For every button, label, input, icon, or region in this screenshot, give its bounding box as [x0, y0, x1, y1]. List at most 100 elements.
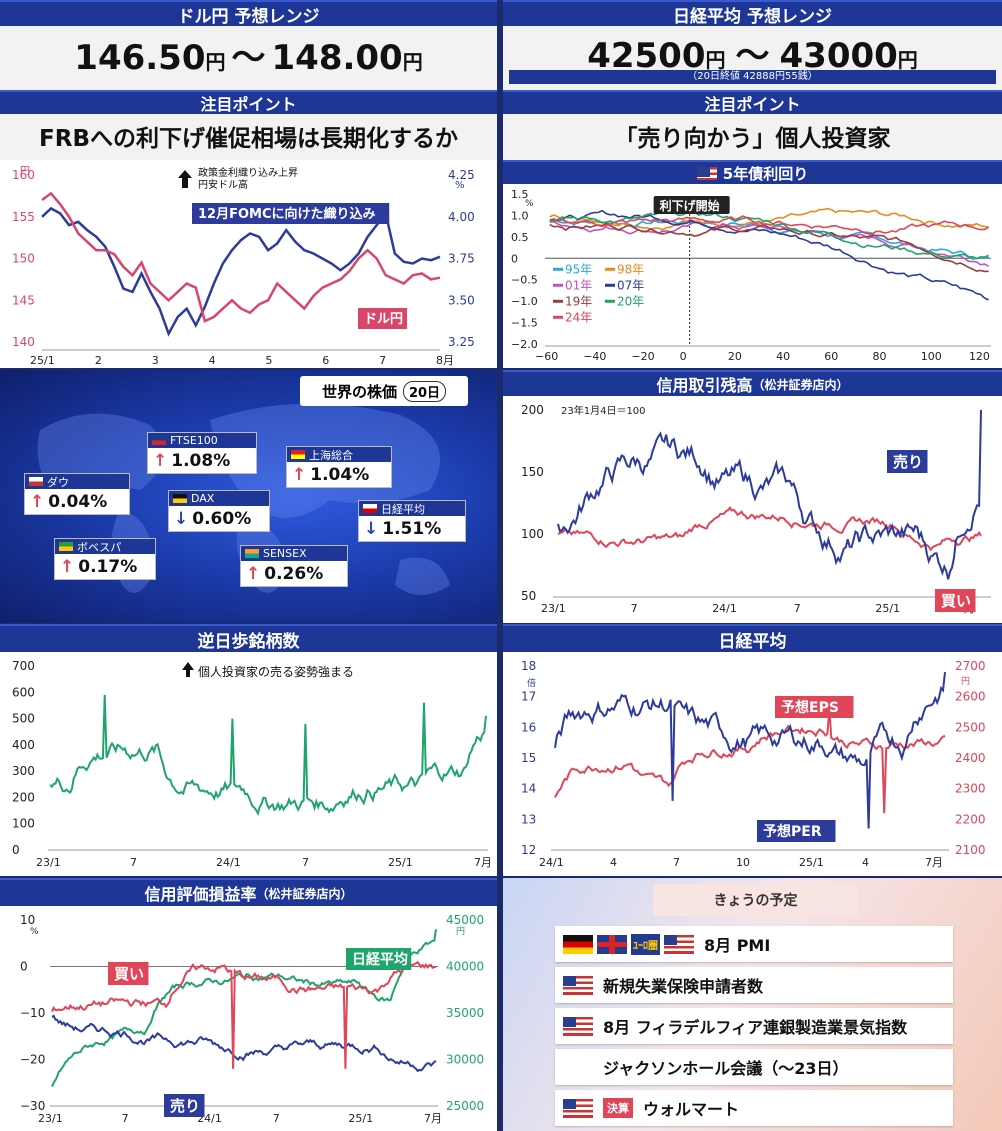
x-tick-label: 7月 — [424, 1112, 442, 1125]
country-flag-icon — [152, 436, 166, 445]
schedule-item-philly: 8月 フィラデルフィア連銀製造業景気指数 — [555, 1008, 953, 1044]
x-tick-label: 7 — [130, 856, 137, 869]
y-tick-label: 600 — [12, 685, 35, 699]
fomc-label-box — [192, 203, 390, 224]
x-tick-label: 23/1 — [36, 856, 61, 869]
stock-index-name: SENSEX — [263, 547, 307, 560]
usdjpy-point-bar: 注目ポイント — [0, 90, 497, 114]
nikkei-chart-panel: 日経平均 倍 円 18 17 16 15 14 13 12 2700 2600 2500 2400 230… — [503, 624, 1002, 876]
left-axis-unit: 倍 — [527, 677, 536, 689]
y-tick-label: 200 — [521, 403, 544, 417]
valuation-title-bar: 信用評価損益率 （松井証券店内） — [0, 878, 497, 906]
right-tick-label: 4.25 — [448, 168, 475, 182]
x-tick-label: 0 — [680, 350, 687, 363]
stock-card-日経平均: 日経平均 ↓ 1.51% — [358, 500, 466, 542]
advdec-line — [49, 694, 487, 816]
country-flag-icon — [245, 549, 259, 558]
us5y-chart: %1.5 1.0 0.5 0 −0.5 −1.0 −1.5 −2.0−60 −40 −20 0 20 4… — [511, 188, 991, 363]
stock-index-name: FTSE100 — [170, 434, 218, 447]
x-tick-label: −20 — [631, 350, 654, 363]
right-tick-label: 2300 — [955, 782, 986, 796]
us-flag-icon — [664, 934, 694, 954]
right-tick-label: 3.75 — [448, 252, 475, 266]
stock-card-value: ↑ 0.17% — [55, 554, 155, 579]
buy-label-box — [108, 962, 149, 985]
settle-badge: 決算 — [603, 1098, 633, 1118]
series-07年 — [549, 209, 989, 301]
usdjpy-label-box — [358, 308, 408, 329]
stock-change-value: 0.17% — [78, 556, 138, 577]
x-tick-label: 24/1 — [539, 856, 564, 869]
left-tick-label: 16 — [521, 720, 536, 734]
stock-card-header: 日経平均 — [359, 501, 465, 516]
left-axis-unit: 円 — [20, 166, 30, 177]
x-tick-label: 5 — [265, 354, 272, 367]
nikkei-label: 日経平均 — [352, 951, 408, 968]
x-tick-label: 40 — [776, 350, 790, 363]
x-tick-label: 7 — [379, 354, 386, 367]
stock-card-value: ↑ 1.04% — [287, 462, 391, 487]
stock-card-FTSE100: FTSE100 ↑ 1.08% — [147, 432, 257, 474]
stock-card-ダウ: ダウ ↑ 0.04% — [24, 473, 130, 515]
up-arrow-icon — [178, 170, 192, 188]
country-flag-icon — [59, 542, 73, 551]
stock-index-name: 上海総合 — [309, 448, 353, 462]
world-title: 世界の株価 20日 — [300, 376, 468, 406]
annotation-box — [653, 196, 730, 214]
right-tick-label: 40000 — [446, 960, 484, 974]
usdjpy-chart-panel: 円% 160 155 150 145 140 4.25 4.00 3.75 3.50 3.25 25/… — [0, 160, 497, 368]
country-flag-icon — [363, 504, 377, 513]
fomc-line — [41, 206, 441, 337]
arrow-down-icon: ↓ — [364, 518, 379, 539]
advdec-title-bar: 逆日歩銘柄数 — [0, 624, 497, 652]
x-tick-label: 7 — [273, 1112, 280, 1125]
buy-label: 買い — [114, 965, 144, 983]
legend-label: 19年 — [565, 294, 592, 308]
margin-chart-panel: 信用取引残高 （松井証券店内） 23年1月4日＝100 200 150 100 50 23/… — [503, 370, 1002, 623]
left-tick-label: 12 — [521, 843, 536, 857]
y-tick-label: 500 — [12, 712, 35, 726]
country-flag-icon — [291, 450, 305, 459]
y-tick-label: 1.5 — [511, 188, 529, 201]
x-tick-label: 7月 — [474, 856, 492, 869]
country-flag-icon — [29, 477, 43, 486]
x-tick-label: 4 — [610, 856, 617, 869]
x-tick-label: 100 — [921, 350, 942, 363]
schedule-item-jackson: ジャクソンホール会議（～23日） — [555, 1049, 953, 1085]
x-tick-label: 7 — [794, 602, 801, 615]
y-tick-label: 300 — [12, 764, 35, 778]
nikkei-range-title: 日経平均 予想レンジ — [503, 0, 1002, 27]
y-tick-label: 200 — [12, 790, 35, 804]
us-flag-icon — [563, 1016, 593, 1036]
right-tick-label: 3.25 — [448, 335, 475, 349]
y-tick-label: 700 — [12, 659, 35, 673]
x-tick-label: 25/1 — [388, 856, 413, 869]
y-tick-label: 50 — [521, 589, 536, 603]
right-tick-label: 2600 — [955, 690, 986, 704]
y-tick-label: −1.5 — [511, 317, 538, 330]
x-tick-label: 23/1 — [541, 602, 566, 615]
y-tick-label: 1.0 — [511, 209, 529, 222]
usdjpy-point-text: FRBへの利下げ催促相場は長期化するか — [39, 126, 458, 152]
sell-line — [51, 1014, 437, 1073]
eps-label-box — [775, 696, 854, 718]
y-unit: % — [525, 199, 534, 209]
x-tick-label: 25/1 — [875, 602, 900, 615]
series-19年 — [549, 222, 989, 273]
nikkei-label-box — [346, 948, 412, 970]
x-tick-label: 7 — [631, 602, 638, 615]
stock-card-value: ↑ 1.08% — [148, 448, 256, 473]
x-tick-label: 120 — [969, 350, 990, 363]
stock-card-value: ↑ 0.04% — [25, 489, 129, 514]
eps-label: 予想EPS — [781, 699, 839, 716]
valuation-chart: % 円 10 0 −10 −20 −30 45000 40000 35000 30000 25000 2… — [20, 913, 484, 1125]
y-tick-label: 100 — [521, 527, 544, 541]
x-tick-label: 80 — [873, 350, 887, 363]
x-tick-label: 4 — [209, 354, 216, 367]
left-tick-label: 10 — [20, 913, 35, 927]
stock-card-上海総合: 上海総合 ↑ 1.04% — [286, 446, 392, 488]
usdjpy-point-panel: 注目ポイント FRBへの利下げ催促相場は長期化するか — [0, 90, 497, 160]
sell-label: 売り — [893, 453, 923, 471]
stock-card-header: DAX — [169, 491, 269, 506]
country-flag-icon — [173, 494, 187, 503]
